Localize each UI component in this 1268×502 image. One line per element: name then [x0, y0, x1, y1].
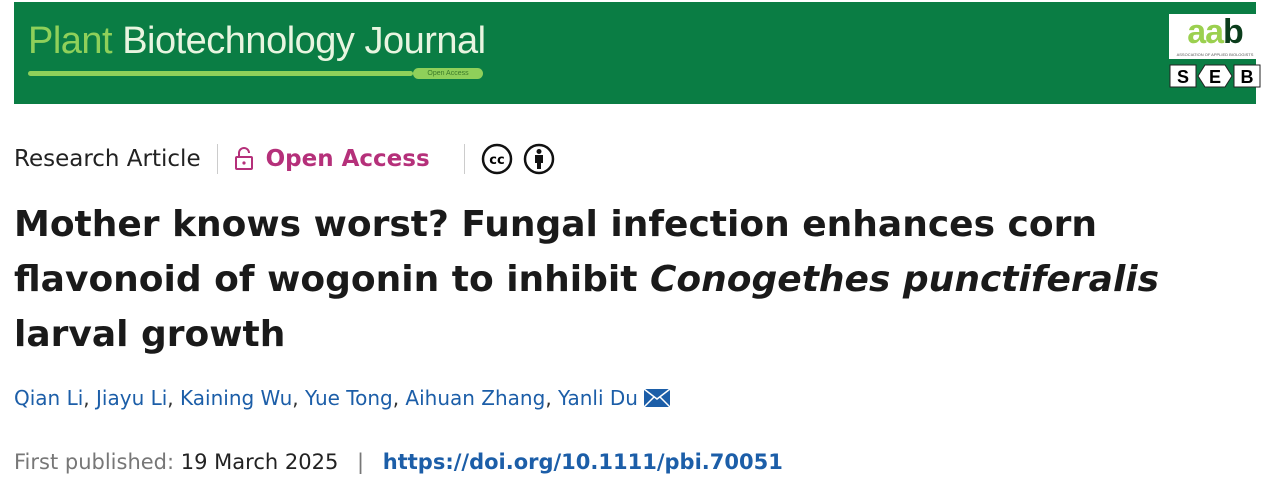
author-link[interactable]: Yue Tong: [305, 386, 393, 410]
author-link[interactable]: Qian Li: [14, 386, 84, 410]
society-logo: aab ASSOCIATION OF APPLIED BIOLOGISTS S E…: [1169, 14, 1261, 94]
author-link[interactable]: Jiayu Li: [96, 386, 168, 410]
author-link[interactable]: Aihuan Zhang: [405, 386, 546, 410]
svg-text:S: S: [1177, 67, 1189, 87]
publication-info: First published: 19 March 2025 | https:/…: [14, 450, 783, 474]
author-link[interactable]: Yanli Du: [558, 386, 638, 410]
banner-line: [28, 71, 413, 76]
open-access-label: Open Access: [234, 146, 430, 172]
publish-date: 19 March 2025: [180, 450, 339, 474]
seb-logo: S E B: [1169, 64, 1261, 88]
article-title: Mother knows worst? Fungal infection enh…: [14, 204, 1160, 355]
doi-link[interactable]: https://doi.org/10.1111/pbi.70051: [382, 450, 783, 474]
author-list: Qian Li, Jiayu Li, Kaining Wu, Yue Tong,…: [14, 386, 671, 410]
unlock-icon: [234, 147, 253, 170]
divider: [463, 144, 465, 174]
open-access-tag: Open Access: [413, 68, 483, 79]
divider: [216, 144, 218, 174]
cc-icon[interactable]: cc: [481, 143, 513, 175]
article-type: Research Article: [14, 146, 201, 172]
aab-logo: aab ASSOCIATION OF APPLIED BIOLOGISTS: [1169, 14, 1261, 59]
journal-title: Plant Biotechnology Journal: [28, 20, 486, 62]
article-meta: Research Article Open Access cc: [14, 143, 555, 175]
author-link[interactable]: Kaining Wu: [180, 386, 293, 410]
svg-text:B: B: [1241, 67, 1254, 87]
svg-text:E: E: [1209, 67, 1221, 87]
journal-banner[interactable]: Plant Biotechnology Journal Open Access …: [14, 2, 1261, 104]
email-icon[interactable]: [643, 388, 671, 408]
attribution-icon[interactable]: [523, 143, 555, 175]
svg-text:cc: cc: [489, 153, 504, 168]
